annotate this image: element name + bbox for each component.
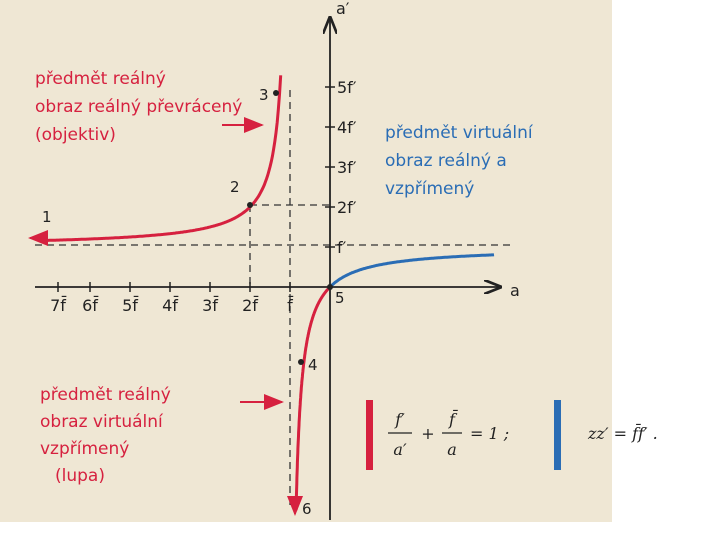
- y-tick-label: 3f′: [337, 158, 357, 177]
- y-tick-label: 2f′: [337, 198, 357, 217]
- x-tick-label: f̄: [287, 296, 294, 315]
- formula: a′: [393, 440, 407, 459]
- formula-bar: [366, 400, 373, 470]
- annotation: předmět reálný: [40, 385, 171, 405]
- annotation: vzpřímený: [40, 439, 129, 459]
- point: [327, 284, 333, 290]
- point-label: 5: [335, 289, 345, 307]
- point: [273, 90, 279, 96]
- axis-label: a′: [336, 0, 350, 18]
- curve-real-image: [46, 75, 283, 242]
- axis-label: a: [510, 281, 520, 300]
- point-label: 6: [302, 500, 312, 518]
- annotation: obraz reálný a: [385, 151, 507, 171]
- curve-virtual-object: [328, 253, 495, 289]
- formula: f̄: [448, 408, 458, 429]
- y-tick-label: 5f′: [337, 78, 357, 97]
- formula-bar: [554, 400, 561, 470]
- annotation: předmět reálný: [35, 69, 166, 89]
- guides: [35, 90, 512, 505]
- x-tick-label: 6f̄: [82, 296, 99, 315]
- curve-virtual-image: [294, 285, 332, 511]
- y-tick-label: f′: [337, 238, 347, 257]
- annotation: (lupa): [55, 466, 105, 486]
- point-label: 1: [42, 208, 52, 226]
- x-tick-label: 7f̄: [50, 296, 67, 315]
- annotation: vzpřímený: [385, 179, 474, 199]
- x-tick-label: 4f̄: [162, 296, 179, 315]
- paper: [0, 0, 612, 522]
- annotation: (objektiv): [35, 125, 116, 145]
- formula: zz′ = f̄f′ .: [587, 422, 658, 443]
- annotation: předmět virtuální: [385, 123, 534, 143]
- x-tick-label: 2f̄: [242, 296, 259, 315]
- point: [298, 359, 304, 365]
- annotation: obraz reálný převrácený: [35, 97, 242, 117]
- axis-ticks: [57, 86, 335, 292]
- formula: f′: [394, 410, 405, 429]
- point-label: 3: [259, 86, 269, 104]
- formula: = 1 ;: [470, 424, 509, 443]
- point-label: 2: [230, 178, 240, 196]
- x-tick-label: 3f̄: [202, 296, 219, 315]
- point-label: 4: [308, 356, 318, 374]
- x-tick-label: 5f̄: [122, 296, 139, 315]
- formula: a: [447, 440, 457, 459]
- points: [247, 90, 333, 365]
- annotation: obraz virtuální: [40, 412, 164, 432]
- y-tick-label: 4f′: [337, 118, 357, 137]
- formula: +: [421, 424, 434, 443]
- point: [247, 202, 253, 208]
